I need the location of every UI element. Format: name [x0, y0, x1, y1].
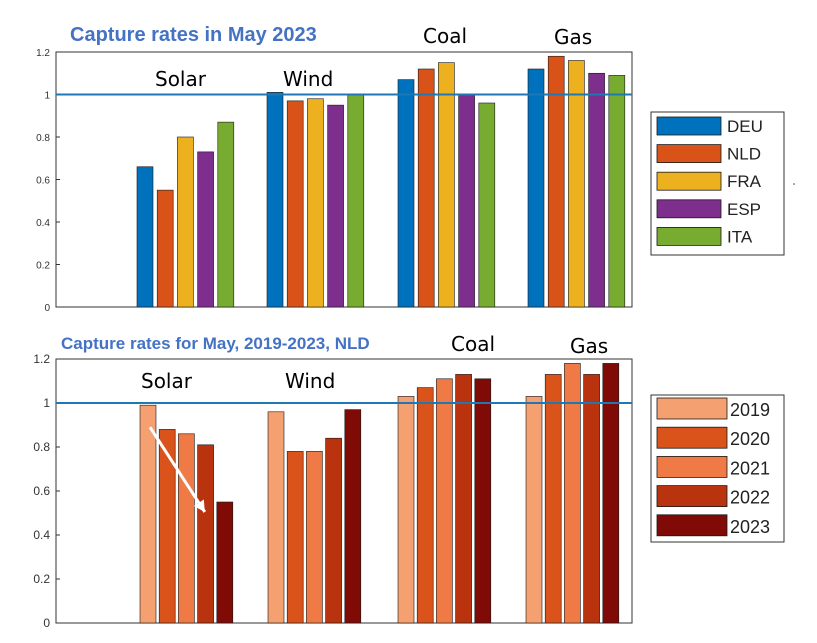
chart1-category-label-gas: Gas [554, 25, 592, 49]
chart1-bar-gas-fra [568, 60, 585, 308]
chart2-legend-swatch-2022 [656, 485, 728, 508]
chart1-legend-label-nld: NLD [727, 145, 761, 164]
chart1-y-tick-label: 0 [44, 303, 50, 314]
chart2-title: Capture rates for May, 2019-2023, NLD [61, 334, 370, 353]
chart1-bar-gas-deu [527, 68, 545, 308]
chart2-bar-wind-2020 [286, 451, 304, 624]
chart2-bar-solar-2019 [139, 404, 157, 624]
chart2-y-tick-label: 0.4 [33, 528, 50, 542]
chart1-bar-solar-deu [136, 166, 154, 308]
chart2-bar-gas-2023 [602, 363, 620, 624]
chart2-bar-solar-2022 [197, 444, 214, 624]
chart1-bar-gas-nld [547, 55, 565, 308]
chart1-bar-wind-fra [307, 98, 324, 308]
chart2-bar-coal-2020 [416, 387, 434, 624]
chart1-bar-coal-deu [397, 79, 415, 308]
chart1-bar-coal-esp [458, 94, 475, 308]
chart2-legend-label-2020: 2020 [730, 429, 770, 449]
chart1-bar-wind-ita [347, 94, 365, 308]
chart2-category-label-solar: Solar [141, 369, 193, 393]
chart1-bar-solar-ita [217, 121, 235, 308]
chart2-legend-swatch-2021 [656, 455, 728, 478]
chart1-legend-swatch-esp [656, 199, 722, 219]
chart1-bar-solar-nld [156, 189, 174, 308]
chart1-bar-wind-esp [327, 104, 344, 308]
chart2-bar-coal-2023 [474, 378, 492, 624]
chart1-bar-wind-deu [266, 92, 284, 308]
chart2-legend-label-2019: 2019 [730, 400, 770, 420]
chart2-legend-swatch-2023 [656, 514, 728, 537]
chart2-y-tick-label: 1.2 [33, 352, 50, 366]
chart1-legend-swatch-deu [656, 116, 722, 136]
chart2-bar-solar-2020 [158, 429, 176, 624]
chart1-bar-solar-esp [197, 151, 214, 308]
chart2-legend-label-2023: 2023 [730, 517, 770, 537]
stray-dot [793, 183, 795, 185]
chart1-category-label-wind: Wind [283, 67, 333, 91]
chart1-legend-label-deu: DEU [727, 117, 763, 136]
chart1-legend-label-ita: ITA [727, 227, 753, 246]
chart2-legend-label-2021: 2021 [730, 458, 770, 478]
chart2-bar-solar-2021 [178, 433, 195, 624]
chart2-legend-swatch-2020 [656, 426, 728, 449]
chart2-bar-coal-2022 [455, 374, 472, 624]
chart2-y-tick-label: 1 [43, 396, 50, 410]
chart2-category-label-wind: Wind [285, 369, 335, 393]
chart2-legend-swatch-2019 [656, 397, 728, 420]
chart1-y-tick-label: 1.2 [36, 48, 50, 59]
chart2-bar-gas-2021 [564, 363, 581, 624]
chart1-bar-wind-nld [286, 100, 304, 308]
chart1-category-label-coal: Coal [423, 24, 467, 48]
chart2-bar-gas-2020 [544, 374, 562, 624]
chart1-legend-swatch-ita [656, 226, 722, 246]
chart2-bar-coal-2019 [397, 396, 415, 624]
chart2-y-tick-label: 0.2 [33, 572, 50, 586]
chart1-bar-coal-fra [438, 62, 455, 308]
chart1-legend-swatch-fra [656, 171, 722, 191]
chart1-title: Capture rates in May 2023 [70, 24, 317, 46]
chart1-y-tick-label: 0.4 [36, 218, 50, 229]
chart2-bar-coal-2021 [436, 378, 453, 624]
chart1-y-tick-label: 0.6 [36, 176, 50, 187]
chart1-legend-swatch-nld [656, 144, 722, 164]
chart2-bar-wind-2022 [325, 437, 342, 624]
chart2-bar-wind-2019 [267, 411, 285, 624]
chart2-legend-label-2022: 2022 [730, 488, 770, 508]
chart2-bar-wind-2023 [344, 409, 362, 624]
chart1-bar-coal-ita [478, 102, 496, 308]
chart2-trend-arrow-head [193, 499, 205, 512]
chart1-bar-solar-fra [177, 136, 194, 308]
chart2-bar-gas-2019 [525, 396, 543, 624]
chart2-trend-arrow-shaft [148, 426, 207, 513]
chart2-bar-wind-2021 [306, 451, 323, 624]
chart2-bar-gas-2022 [583, 374, 600, 624]
chart2-y-tick-label: 0 [43, 616, 50, 630]
chart2-y-tick-label: 0.8 [33, 440, 50, 454]
chart2-category-label-coal: Coal [451, 332, 495, 356]
chart1-y-tick-label: 0.8 [36, 133, 50, 144]
chart1-y-tick-label: 1 [44, 91, 50, 102]
chart1-bar-coal-nld [417, 68, 435, 308]
chart2-category-label-gas: Gas [570, 334, 608, 358]
chart2-y-tick-label: 0.6 [33, 484, 50, 498]
chart1-y-tick-label: 0.2 [36, 261, 50, 272]
chart1-bar-gas-ita [608, 75, 626, 308]
chart1-legend-label-esp: ESP [727, 200, 761, 219]
chart1-category-label-solar: Solar [155, 67, 207, 91]
chart2-bar-solar-2023 [216, 501, 234, 624]
chart1-legend-label-fra: FRA [727, 172, 762, 191]
chart1-bar-gas-esp [588, 72, 605, 308]
